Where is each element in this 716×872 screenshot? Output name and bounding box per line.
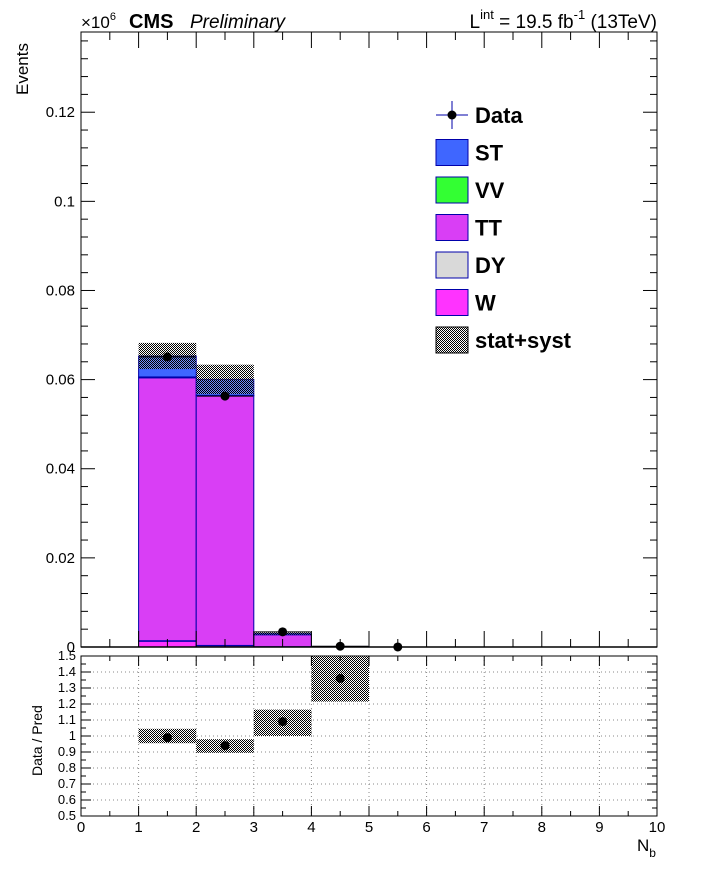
x-tick-label: 4 — [307, 819, 315, 836]
legend-label: ST — [475, 141, 504, 166]
ratio-point — [278, 717, 288, 727]
ratio-uncertainty-band — [138, 656, 369, 753]
data-point — [162, 352, 172, 362]
ratio-y-axis-title: Data / Pred — [29, 705, 45, 776]
legend-swatch-dy — [435, 251, 469, 279]
y-tick-label: 0 — [67, 639, 75, 656]
ratio-y-tick-label: 1.3 — [58, 680, 76, 695]
data-point — [220, 391, 230, 401]
data-point — [335, 641, 345, 651]
y-tick-label: 0.02 — [46, 550, 75, 567]
ratio-point — [220, 741, 230, 751]
ratio-y-tick-label: 1.5 — [58, 648, 76, 663]
legend-swatch-tt — [435, 214, 469, 241]
legend-label: DY — [475, 253, 506, 278]
legend-label: TT — [475, 216, 502, 241]
legend-swatch-uncertainty — [435, 326, 469, 354]
y-axis-title: Events — [13, 43, 32, 95]
x-tick-label: 0 — [77, 819, 85, 836]
data-point — [393, 642, 403, 652]
data-points — [139, 352, 426, 652]
legend-swatch-vv — [435, 176, 469, 204]
ratio-y-tick-label: 0.5 — [58, 808, 76, 823]
main-stack-histogram — [138, 355, 370, 648]
x-tick-label: 5 — [365, 819, 373, 836]
uncertainty-bin-2 — [196, 364, 254, 395]
ratio-point — [335, 673, 345, 683]
legend-label: VV — [475, 178, 505, 203]
x-tick-label: 9 — [595, 819, 603, 836]
x-tick-label: 2 — [192, 819, 200, 836]
luminosity-label: Lint = 19.5 fb-1 (13TeV) — [470, 7, 657, 33]
y-tick-label: 0.12 — [46, 104, 75, 121]
ratio-y-tick-label: 0.8 — [58, 760, 76, 775]
bar-tt-bin-1 — [138, 377, 197, 642]
y-tick-label: 0.08 — [46, 282, 75, 299]
x-axis-title: Nb — [637, 836, 656, 860]
status-label: Preliminary — [190, 12, 287, 33]
x-tick-label: 6 — [422, 819, 430, 836]
ratio-y-tick-label: 0.9 — [58, 744, 76, 759]
legend-label: W — [475, 291, 496, 316]
x-tick-label: 8 — [538, 819, 546, 836]
ratio-y-tick-label: 0.7 — [58, 776, 76, 791]
ratio-y-tick-label: 0.6 — [58, 792, 76, 807]
y-tick-label: 0.04 — [46, 461, 75, 478]
ratio-axis-ticks: 0.50.60.70.80.911.11.21.31.41.50 1 2 3 4 5 6 7 8… — [58, 648, 665, 836]
exponent-label: ×106 — [81, 11, 116, 32]
data-point — [278, 627, 288, 637]
legend-swatch-st — [435, 139, 469, 166]
x-tick-label: 10 — [649, 819, 666, 836]
legend-label: stat+syst — [475, 328, 572, 353]
ratio-y-tick-label: 1.4 — [58, 664, 76, 679]
x-tick-label: 7 — [480, 819, 488, 836]
y-tick-label: 0.06 — [46, 372, 75, 389]
x-tick-label: 3 — [250, 819, 258, 836]
legend-data-marker — [447, 110, 457, 120]
ratio-points — [162, 673, 345, 751]
ratio-y-tick-label: 1 — [69, 728, 76, 743]
main-axis-ticks: 0 0.02 0.04 0.06 0.08 0.1 0.12 — [46, 32, 658, 656]
legend-swatch-w — [435, 289, 469, 316]
experiment-label: CMS — [129, 11, 173, 33]
legend-label: Data — [475, 103, 523, 128]
ratio-y-tick-label: 1.2 — [58, 696, 76, 711]
bar-tt-bin-2 — [195, 395, 255, 646]
ratio-y-tick-label: 1.1 — [58, 712, 76, 727]
y-tick-label: 0.1 — [54, 193, 75, 210]
x-tick-label: 1 — [134, 819, 142, 836]
ratio-point — [162, 733, 172, 743]
